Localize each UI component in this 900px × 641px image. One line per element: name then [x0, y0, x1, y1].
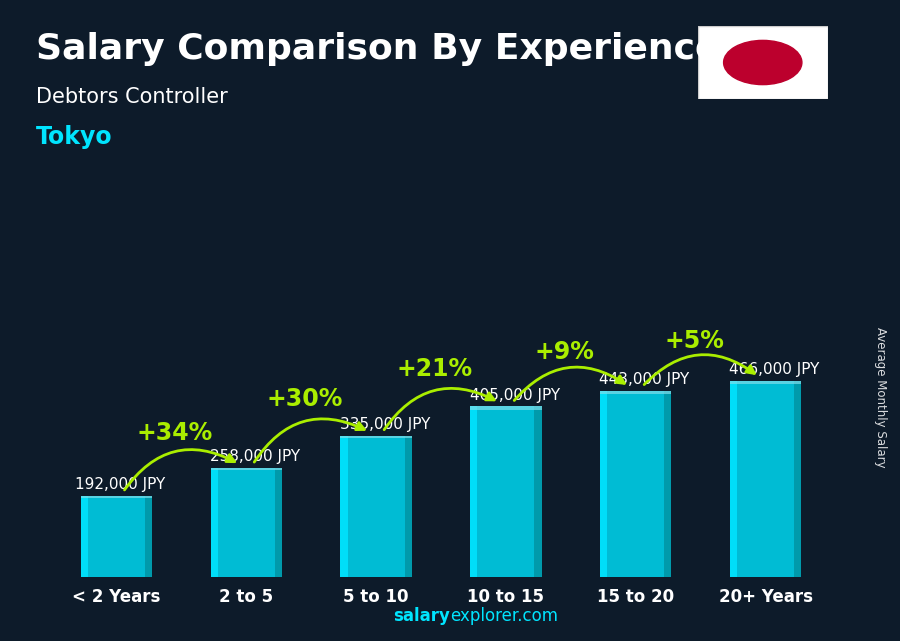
- FancyBboxPatch shape: [698, 26, 828, 99]
- Bar: [535, 406, 542, 577]
- Bar: [794, 381, 801, 577]
- Bar: [470, 406, 542, 410]
- Text: Average Monthly Salary: Average Monthly Salary: [874, 327, 886, 468]
- Text: explorer.com: explorer.com: [450, 607, 558, 625]
- Text: 466,000 JPY: 466,000 JPY: [729, 362, 820, 377]
- Bar: [730, 381, 801, 577]
- Bar: [600, 390, 671, 577]
- Bar: [211, 469, 282, 470]
- Circle shape: [724, 40, 802, 85]
- Bar: [664, 390, 671, 577]
- Text: Tokyo: Tokyo: [36, 125, 112, 149]
- Text: 335,000 JPY: 335,000 JPY: [339, 417, 430, 432]
- Bar: [405, 436, 412, 577]
- Text: 192,000 JPY: 192,000 JPY: [75, 477, 165, 492]
- Text: 258,000 JPY: 258,000 JPY: [210, 449, 300, 465]
- Bar: [274, 469, 282, 577]
- Bar: [730, 381, 801, 385]
- Text: +9%: +9%: [535, 340, 594, 364]
- Text: +30%: +30%: [266, 387, 343, 412]
- Bar: [470, 406, 477, 577]
- Text: salary: salary: [393, 607, 450, 625]
- Bar: [730, 381, 737, 577]
- Bar: [81, 496, 152, 577]
- Bar: [211, 469, 218, 577]
- Bar: [470, 406, 542, 577]
- Text: 443,000 JPY: 443,000 JPY: [599, 372, 689, 387]
- Text: +34%: +34%: [137, 421, 213, 445]
- Bar: [600, 390, 608, 577]
- Text: Debtors Controller: Debtors Controller: [36, 87, 228, 106]
- Bar: [340, 436, 412, 438]
- Text: +5%: +5%: [664, 329, 725, 353]
- Text: +21%: +21%: [396, 357, 472, 381]
- Bar: [211, 469, 282, 577]
- Bar: [340, 436, 347, 577]
- Bar: [600, 390, 671, 394]
- Bar: [81, 496, 88, 577]
- Text: Salary Comparison By Experience: Salary Comparison By Experience: [36, 32, 719, 66]
- Bar: [340, 436, 412, 577]
- Text: 405,000 JPY: 405,000 JPY: [470, 388, 560, 403]
- Bar: [81, 496, 152, 497]
- Bar: [145, 496, 152, 577]
